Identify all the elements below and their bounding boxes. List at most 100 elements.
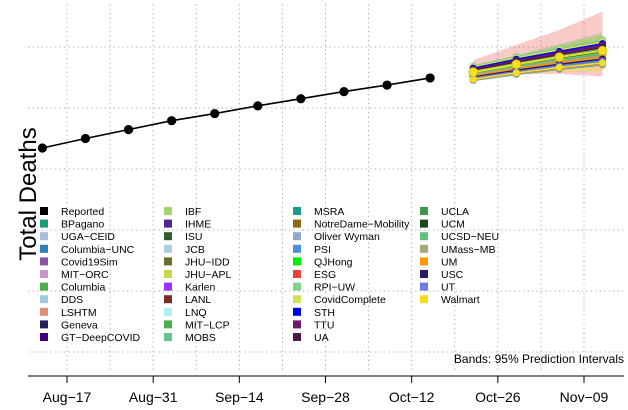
reported-point (37, 143, 47, 153)
legend-label: CovidComplete (314, 294, 386, 306)
legend-label: Reported (61, 206, 104, 218)
legend-label: JHU−APL (185, 269, 232, 281)
x-tick-label: Nov−09 (560, 389, 609, 405)
forecast-line (473, 62, 603, 81)
legend-swatch (164, 207, 172, 215)
forecast-line (473, 58, 603, 78)
legend-label: STH (314, 307, 335, 319)
legend-swatch (164, 282, 172, 291)
forecast-line (473, 60, 603, 79)
ensemble-point (597, 45, 608, 56)
legend-swatch (293, 257, 301, 266)
forecast-line (473, 52, 603, 75)
legend-label: Columbia−UNC (61, 244, 135, 256)
legend-swatch (293, 307, 301, 316)
legend-label: RPI−UW (314, 282, 355, 294)
legend-swatch (164, 333, 172, 341)
legend-swatch (293, 320, 301, 329)
forecast-line (473, 42, 603, 70)
legend-label: JCB (185, 244, 205, 256)
bands-note: Bands: 95% Prediction Intervals (454, 352, 624, 366)
legend-label: IBF (185, 206, 201, 218)
legend-swatch (40, 307, 48, 316)
legend-label: UCLA (441, 206, 469, 218)
legend-swatch (164, 270, 172, 278)
legend-label: Columbia (61, 282, 106, 294)
forecast-lines (468, 36, 608, 84)
legend-swatch (164, 257, 172, 266)
legend-swatch (420, 219, 428, 228)
legend-label: JHU−IDD (185, 256, 230, 268)
reported-point (425, 73, 435, 83)
legend-swatch (420, 295, 428, 304)
legend-label: ISU (185, 231, 203, 243)
legend-label: GT−DeepCOVID (61, 332, 140, 344)
legend-swatch (164, 219, 172, 228)
reported-point (382, 80, 392, 90)
legend-label: TTU (314, 319, 334, 331)
legend-swatch (40, 232, 48, 241)
legend-swatch (40, 244, 48, 253)
legend-swatch (420, 257, 428, 266)
forecast-point (512, 69, 520, 77)
forecast-point (469, 75, 477, 83)
legend-swatch (164, 307, 172, 316)
forecast-line (473, 44, 603, 71)
legend-swatch (420, 232, 428, 241)
legend-swatch (420, 207, 428, 215)
legend-label: IHME (185, 219, 211, 231)
legend-label: UCM (441, 219, 465, 231)
legend-swatch (164, 244, 172, 253)
legend-label: ESG (314, 269, 336, 281)
forecast-line (473, 46, 603, 72)
legend-label: UA (314, 332, 329, 344)
legend-label: PSI (314, 244, 331, 256)
reported-point (80, 133, 91, 144)
legend-label: BPagano (61, 219, 104, 231)
legend-label: LNQ (185, 307, 207, 319)
legend-swatch (40, 333, 48, 341)
legend-swatch (40, 270, 48, 278)
forecast-line (473, 56, 603, 77)
legend-label: UT (441, 282, 456, 294)
reported-line (42, 77, 431, 149)
legend-swatch (420, 244, 428, 253)
x-tick-label: Aug−17 (43, 389, 92, 405)
legend-label: MOBS (185, 332, 216, 344)
legend-label: UMass−MB (441, 244, 496, 256)
x-tick-label: Sep−14 (215, 389, 264, 405)
legend-label: MIT−ORC (61, 269, 109, 281)
reported-point (339, 86, 349, 97)
legend-swatch (293, 232, 301, 241)
forecast-point (598, 59, 607, 67)
legend-swatch (420, 270, 428, 278)
x-tick-label: Oct−12 (389, 389, 435, 405)
y-axis-label: Total Deaths (15, 127, 42, 260)
grid (28, 4, 624, 370)
legend-swatch (164, 295, 172, 304)
legend-label: QJHong (314, 256, 353, 268)
legend-label: UM (441, 256, 457, 268)
forecast-line (473, 39, 603, 67)
ensemble-line (473, 49, 603, 73)
legend-swatch (293, 244, 301, 253)
reported-point (253, 101, 263, 111)
legend-label: UGA−CEID (61, 231, 115, 243)
legend-label: MIT−LCP (185, 319, 230, 331)
legend-label: Geneva (61, 319, 98, 331)
forecast-point (555, 63, 563, 72)
legend-label: Oliver Wyman (314, 231, 380, 243)
legend-swatch (293, 207, 301, 215)
forecast-line (473, 54, 603, 76)
x-tick-label: Sep−28 (301, 389, 350, 405)
legend-swatch (40, 219, 48, 228)
reported-point (210, 108, 220, 119)
legend-label: Karlen (185, 282, 216, 294)
legend-swatch (40, 207, 48, 215)
legend-swatch (293, 295, 301, 304)
legend-label: LSHTM (61, 307, 97, 319)
legend-label: LANL (185, 294, 211, 306)
x-tick-label: Oct−26 (475, 389, 521, 405)
